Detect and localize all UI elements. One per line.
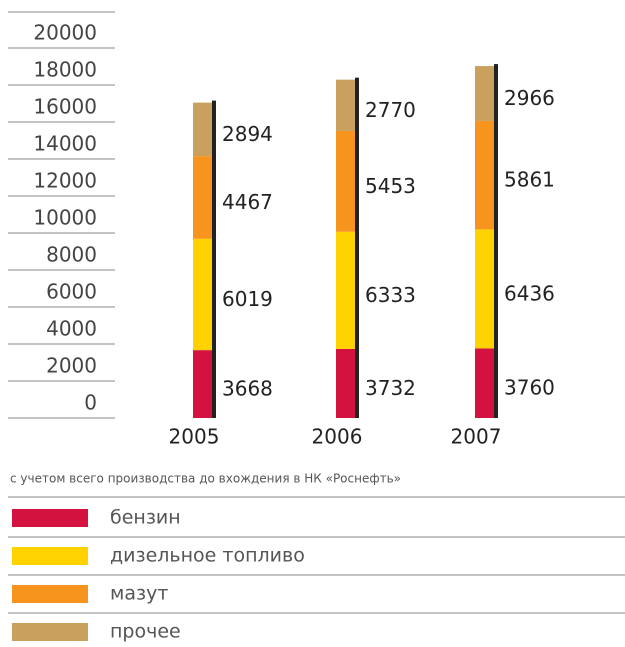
- value-label: 3732: [365, 376, 416, 400]
- y-tick-label: 16000: [33, 95, 97, 119]
- value-label: 6019: [222, 287, 273, 311]
- y-tick-label: 12000: [33, 169, 97, 193]
- bar-segment: [336, 130, 355, 232]
- bar-segment: [193, 350, 212, 418]
- y-tick-label: 4000: [46, 317, 97, 341]
- legend-label: дизельное топливо: [110, 545, 305, 567]
- legend-label: бензин: [110, 507, 181, 529]
- value-label: 3668: [222, 377, 273, 401]
- bar-segment: [193, 102, 212, 157]
- note: с учетом всего производства до вхождения…: [10, 472, 401, 486]
- x-tick-label: 2005: [169, 425, 220, 449]
- bar-shadow: [212, 100, 216, 418]
- value-label: 6333: [365, 283, 416, 307]
- y-tick-label: 8000: [46, 243, 97, 267]
- bar-segment: [475, 229, 494, 349]
- bar-segment: [336, 348, 355, 418]
- bar-segment: [193, 156, 212, 239]
- bar-segment: [475, 66, 494, 121]
- bar-segment: [336, 231, 355, 349]
- legend-swatch: [12, 509, 88, 527]
- legend-swatch: [12, 547, 88, 565]
- legend-swatch: [12, 585, 88, 603]
- bar-shadow: [494, 64, 498, 419]
- value-label: 5861: [504, 168, 555, 192]
- x-tick-label: 2006: [312, 425, 363, 449]
- bar-shadow: [355, 77, 359, 418]
- legend-label: прочее: [110, 621, 181, 643]
- y-tick-label: 2000: [46, 354, 97, 378]
- value-label: 2966: [504, 86, 555, 110]
- y-tick-label: 18000: [33, 58, 97, 82]
- value-label: 5453: [365, 174, 416, 198]
- bar-segment: [193, 238, 212, 351]
- value-label: 6436: [504, 281, 555, 305]
- y-tick-label: 6000: [46, 280, 97, 304]
- bar-segment: [336, 79, 355, 131]
- y-tick-label: 0: [84, 391, 97, 415]
- value-label: 2894: [222, 122, 273, 146]
- y-tick-label: 10000: [33, 206, 97, 230]
- y-tick-label: 20000: [33, 21, 97, 45]
- legend-label: мазут: [110, 583, 168, 605]
- x-tick-label: 2007: [451, 425, 502, 449]
- value-label: 3760: [504, 376, 555, 400]
- legend-swatch: [12, 623, 88, 641]
- bar-segment: [475, 348, 494, 418]
- bar-segment: [475, 120, 494, 230]
- y-tick-label: 14000: [33, 132, 97, 156]
- value-label: 4467: [222, 190, 273, 214]
- value-label: 2770: [365, 98, 416, 122]
